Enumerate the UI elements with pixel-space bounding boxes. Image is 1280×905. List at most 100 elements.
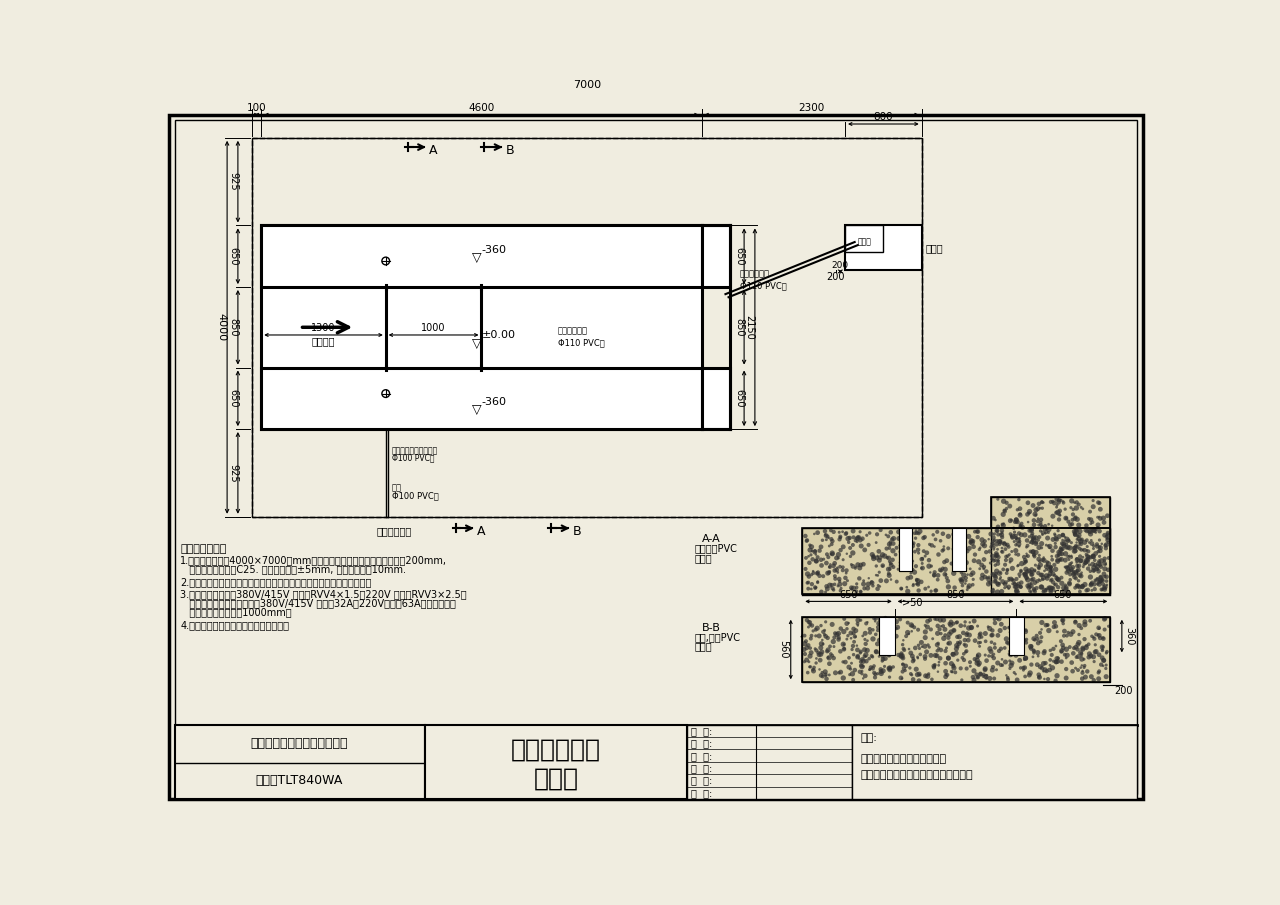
Point: [800, 615, 820, 630]
Point: [1000, 644, 1020, 659]
Point: [847, 531, 868, 546]
Point: [943, 566, 964, 580]
Point: [911, 561, 932, 576]
Point: [1009, 585, 1029, 599]
Point: [1015, 568, 1036, 583]
Point: [1093, 577, 1114, 592]
Point: [897, 584, 918, 598]
Bar: [899, 529, 913, 570]
Point: [947, 539, 968, 554]
Point: [1082, 576, 1102, 590]
Point: [1028, 501, 1048, 516]
Point: [1001, 648, 1021, 662]
Point: [945, 580, 965, 595]
Point: [945, 534, 965, 548]
Point: [1071, 621, 1092, 635]
Point: [954, 637, 974, 652]
Point: [833, 654, 854, 669]
Point: [927, 626, 947, 641]
Point: [1055, 647, 1075, 662]
Point: [870, 662, 891, 677]
Text: 地藏子母大剪: 地藏子母大剪: [511, 738, 600, 762]
Point: [876, 613, 896, 627]
Text: 1000: 1000: [421, 323, 445, 333]
Point: [819, 651, 840, 665]
Point: [1088, 562, 1108, 576]
Point: [1001, 553, 1021, 567]
Point: [1016, 540, 1037, 555]
Point: [1039, 562, 1060, 576]
Point: [841, 625, 861, 640]
Point: [901, 624, 922, 639]
Point: [961, 536, 982, 550]
Point: [1096, 658, 1116, 672]
Point: [1000, 555, 1020, 569]
Point: [969, 656, 989, 671]
Point: [809, 662, 829, 677]
Point: [937, 554, 957, 568]
Point: [1066, 523, 1087, 538]
Point: [1018, 573, 1038, 587]
Point: [986, 567, 1006, 581]
Point: [831, 581, 851, 595]
Point: [959, 628, 979, 643]
Point: [897, 524, 918, 538]
Point: [1038, 538, 1059, 553]
Point: [819, 559, 840, 574]
Point: [983, 534, 1004, 548]
Point: [988, 554, 1009, 568]
Point: [1015, 624, 1036, 639]
Bar: [252, 138, 922, 517]
Point: [881, 525, 901, 539]
Point: [979, 544, 1000, 558]
Point: [1024, 518, 1044, 532]
Bar: [252, 138, 922, 517]
Point: [795, 562, 815, 576]
Point: [1085, 525, 1106, 539]
Point: [1019, 529, 1039, 544]
Point: [1044, 584, 1065, 598]
Point: [1094, 611, 1115, 625]
Point: [959, 541, 979, 556]
Point: [842, 559, 863, 574]
Point: [870, 523, 891, 538]
Point: [1000, 653, 1020, 668]
Point: [808, 526, 828, 540]
Point: [863, 549, 883, 564]
Point: [1092, 572, 1112, 586]
Point: [877, 619, 897, 634]
Point: [938, 541, 959, 556]
Point: [1025, 502, 1046, 517]
Point: [805, 623, 826, 637]
Point: [799, 569, 819, 584]
Point: [905, 545, 925, 559]
Point: [1068, 553, 1088, 567]
Point: [940, 636, 960, 651]
Point: [1038, 672, 1059, 686]
Point: [1096, 538, 1116, 553]
Point: [878, 529, 899, 544]
Point: [1096, 662, 1116, 676]
Point: [947, 615, 968, 630]
Point: [1033, 550, 1053, 565]
Point: [938, 631, 959, 645]
Point: [859, 652, 879, 666]
Text: 地基安装要求：: 地基安装要求：: [180, 544, 227, 554]
Point: [1073, 578, 1093, 593]
Point: [824, 639, 845, 653]
Point: [838, 531, 859, 546]
Point: [1009, 558, 1029, 573]
Point: [1010, 630, 1030, 644]
Point: [996, 549, 1016, 564]
Point: [901, 667, 922, 681]
Point: [997, 563, 1018, 577]
Point: [1076, 583, 1097, 597]
Point: [861, 649, 882, 663]
Point: [1096, 557, 1116, 572]
Point: [1060, 640, 1080, 654]
Point: [1061, 500, 1082, 515]
Point: [818, 651, 838, 665]
Point: [982, 624, 1002, 638]
Point: [1070, 537, 1091, 551]
Point: [1020, 639, 1041, 653]
